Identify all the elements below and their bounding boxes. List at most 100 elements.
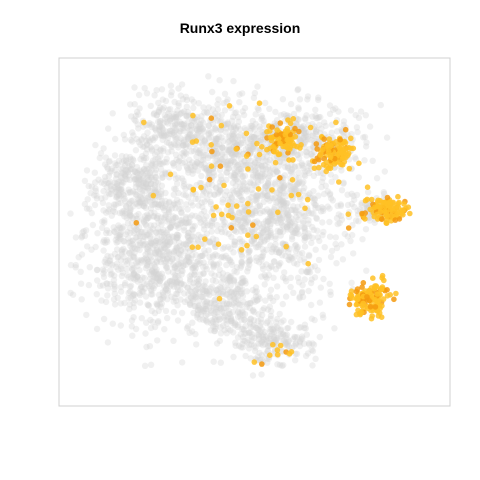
background-cell-point xyxy=(178,271,185,278)
expressing-cell-point xyxy=(277,175,283,181)
background-cell-point xyxy=(162,189,169,197)
background-cell-point xyxy=(180,191,187,198)
background-cell-point xyxy=(172,135,179,143)
background-cell-point xyxy=(136,246,143,254)
background-cell-point xyxy=(163,218,171,225)
background-cell-point xyxy=(106,229,113,236)
background-cell-point xyxy=(127,294,134,301)
background-cell-point xyxy=(167,82,175,89)
background-cell-point xyxy=(294,261,301,268)
background-cell-point xyxy=(191,222,198,230)
background-cell-point xyxy=(135,237,143,244)
background-cell-point xyxy=(178,280,186,287)
background-cell-point xyxy=(148,239,155,247)
background-cell-point xyxy=(172,205,179,212)
background-cell-point xyxy=(139,195,146,202)
background-cell-point xyxy=(301,243,309,250)
background-cell-point xyxy=(112,175,120,182)
background-cell-point xyxy=(193,341,200,348)
background-cell-point xyxy=(170,308,178,316)
background-cell-point xyxy=(146,248,154,255)
expressing-cell-point xyxy=(316,164,322,171)
background-cell-point xyxy=(215,260,223,267)
background-cell-point xyxy=(105,208,112,215)
background-cell-point xyxy=(211,191,218,199)
background-cell-point xyxy=(146,242,154,249)
background-cell-point xyxy=(147,361,155,368)
background-cell-point xyxy=(184,284,191,291)
background-cell-point xyxy=(241,227,248,234)
background-cell-point xyxy=(136,242,144,249)
expressing-cell-point xyxy=(372,296,378,303)
expressing-cell-point xyxy=(379,275,385,281)
expressing-cell-point xyxy=(336,145,343,151)
expressing-cell-point xyxy=(325,165,332,171)
background-cell-point xyxy=(313,215,321,222)
background-cell-point xyxy=(147,228,154,236)
background-cell-point xyxy=(165,248,172,255)
background-cell-point xyxy=(155,291,163,298)
expressing-cell-point xyxy=(345,225,352,231)
background-cell-point xyxy=(147,291,155,298)
background-cell-point xyxy=(312,205,319,212)
background-cell-point xyxy=(158,188,165,195)
background-cell-point xyxy=(117,300,125,307)
background-cell-point xyxy=(153,234,161,242)
background-cell-point xyxy=(152,250,159,257)
background-cell-point xyxy=(195,231,202,239)
background-cell-point xyxy=(304,268,311,276)
background-cell-point xyxy=(361,157,368,164)
background-cell-point xyxy=(207,222,214,229)
background-cell-point xyxy=(248,138,255,145)
expressing-cell-point xyxy=(295,191,302,198)
background-cell-point xyxy=(136,291,144,299)
background-cell-point xyxy=(285,213,292,221)
background-cell-point xyxy=(136,276,144,284)
background-cell-point xyxy=(186,258,193,265)
background-cell-point xyxy=(100,270,107,277)
background-cell-point xyxy=(188,233,196,240)
background-cell-point xyxy=(138,284,145,291)
background-cell-point xyxy=(107,185,115,192)
background-cell-point xyxy=(67,289,74,297)
background-cell-point xyxy=(265,265,273,272)
background-cell-point xyxy=(224,96,231,103)
background-cell-point xyxy=(134,273,141,281)
background-cell-point xyxy=(341,230,348,238)
expressing-cell-point xyxy=(273,149,280,155)
background-cell-point xyxy=(200,216,208,223)
background-cell-point xyxy=(171,248,178,256)
expressing-cell-point xyxy=(323,159,330,166)
expressing-cell-point xyxy=(289,177,296,183)
expressing-cell-point xyxy=(364,196,370,203)
background-cell-point xyxy=(104,285,112,292)
expressing-cell-point xyxy=(245,209,252,215)
background-cell-point xyxy=(270,334,278,341)
background-cell-point xyxy=(105,125,112,132)
background-cell-point xyxy=(312,106,319,114)
background-cell-point xyxy=(110,296,118,303)
background-cell-point xyxy=(294,151,301,158)
background-cell-point xyxy=(123,265,130,273)
background-cell-point xyxy=(222,229,229,236)
background-cell-point xyxy=(137,141,144,148)
background-cell-point xyxy=(192,330,199,338)
background-cell-point xyxy=(99,266,107,273)
background-cell-point xyxy=(115,253,122,260)
background-cell-point xyxy=(91,201,99,209)
background-cell-point xyxy=(102,298,110,306)
background-cell-point xyxy=(291,342,298,350)
background-cell-point xyxy=(287,100,295,108)
background-cell-point xyxy=(228,193,235,201)
background-cell-point xyxy=(187,236,195,243)
expressing-cell-point xyxy=(277,342,284,349)
expressing-cell-point xyxy=(292,125,298,132)
background-cell-point xyxy=(145,214,153,221)
background-cell-point xyxy=(142,240,149,247)
background-cell-point xyxy=(152,127,160,134)
background-cell-point xyxy=(296,293,303,300)
background-cell-point xyxy=(226,273,233,281)
expressing-cell-point xyxy=(274,347,281,353)
background-cell-point xyxy=(203,230,210,237)
expressing-cell-point xyxy=(273,131,280,138)
